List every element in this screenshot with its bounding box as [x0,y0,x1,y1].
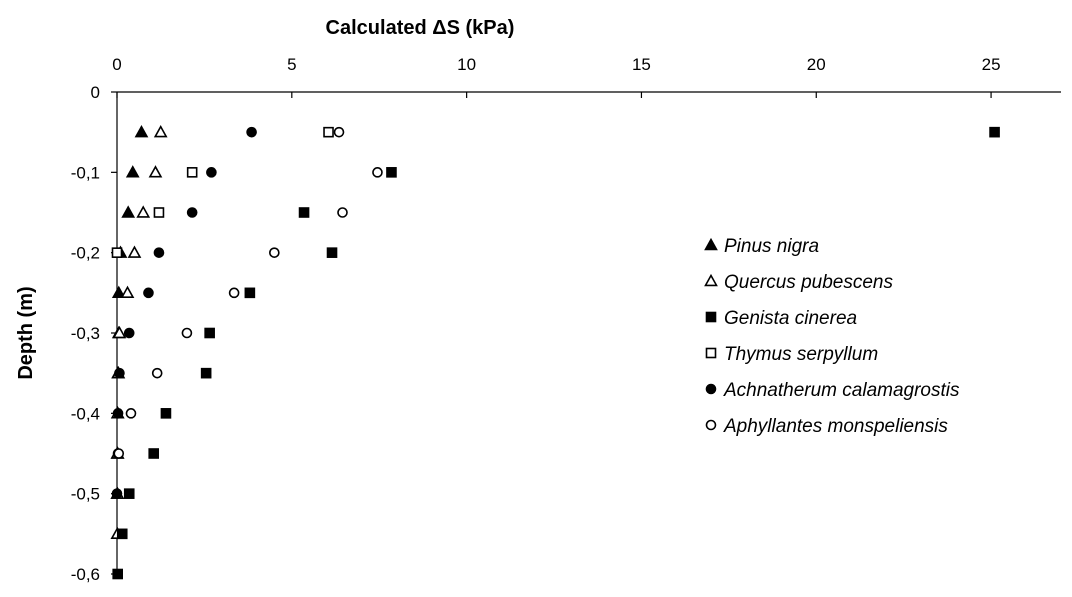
legend-item: Quercus pubescens [704,272,893,293]
legend: Pinus nigra Quercus pubescens Genista cine… [704,236,960,437]
legend-item: Thymus serpyllum [705,344,878,365]
data-point [111,285,126,299]
data-point [204,327,215,339]
data-point [228,287,240,299]
data-point [246,126,257,138]
series-quercus-pubescens [110,125,168,540]
data-point [111,488,123,499]
data-point [153,125,168,138]
x-tick-label: 5 [287,55,296,74]
data-point [125,165,140,178]
legend-item: Genista cinerea [705,308,857,329]
data-point [206,167,217,178]
legend-label: Genista cinerea [724,308,857,329]
data-point [125,408,137,419]
y-tick-label: -0,1 [71,163,100,182]
y-axis: 0 -0,1 -0,2 -0,3 -0,4 -0,5 -0,6 Depth (m) [15,83,118,584]
y-tick-label: 0 [91,83,100,102]
x-ticks: 0 5 10 15 20 25 [112,55,1001,98]
data-point [143,287,154,299]
data-point [114,367,125,379]
y-tick-label: -0,3 [71,324,100,343]
legend-label: Aphyllantes monspeliensis [723,416,948,437]
legend-marker [705,311,717,323]
y-tick-label: -0,5 [71,485,100,504]
data-point [153,207,165,218]
data-point [136,205,151,218]
data-point [151,367,163,379]
data-point [112,568,123,580]
data-point [121,205,136,218]
y-axis-title: Depth (m) [15,286,37,379]
data-point [160,408,172,419]
data-point [116,528,128,540]
y-tick-label: -0,6 [71,565,100,584]
data-point [326,247,338,258]
y-tick-label: -0,2 [71,244,100,263]
series-achnatherum-calamagrostis [111,126,257,499]
legend-label: Pinus nigra [724,236,819,257]
x-axis: 0 5 10 15 20 25 Calculated ΔS (kPa) [112,17,1061,98]
x-tick-label: 0 [112,55,121,74]
series-genista-cinerea [112,126,1000,580]
data-point [372,167,383,178]
x-tick-label: 20 [807,55,826,74]
data-point [113,448,125,459]
data-point [323,126,334,138]
data-point [111,247,123,258]
data-point [127,245,142,258]
data-point [134,125,149,138]
data-point [186,207,198,218]
data-point [148,165,163,178]
data-point [112,325,127,339]
legend-label: Thymus serpyllum [724,344,878,365]
legend-label: Quercus pubescens [724,272,893,293]
series-thymus-serpyllum [111,126,334,258]
legend-marker [705,419,717,431]
x-tick-label: 10 [457,55,476,74]
data-point [153,247,165,258]
data-point [386,167,397,178]
legend-marker [704,237,718,251]
data-point [120,285,135,299]
legend-item: Achnatherum calamagrostis [705,380,960,401]
data-point [333,126,345,138]
legend-marker [705,347,717,359]
data-point [186,167,198,178]
data-point [148,448,160,459]
data-point [123,327,135,339]
y-tick-label: -0,4 [71,404,100,423]
x-tick-label: 15 [632,55,651,74]
data-point [269,247,280,258]
legend-item: Pinus nigra [704,236,819,257]
series-aphyllantes-monspeliensis [113,126,383,459]
legend-item: Aphyllantes monspeliensis [705,416,948,437]
data-point [181,327,193,339]
y-ticks: 0 -0,1 -0,2 -0,3 -0,4 -0,5 -0,6 [71,83,117,584]
data-points [110,125,1000,580]
x-tick-label: 25 [982,55,1001,74]
data-point [200,367,212,379]
data-point [298,207,310,218]
legend-marker [705,383,717,395]
data-point [112,408,124,419]
data-point [337,207,348,218]
data-point [123,488,135,499]
data-point [244,287,256,299]
x-axis-title: Calculated ΔS (kPa) [326,17,515,39]
legend-marker [704,273,718,287]
legend-label: Achnatherum calamagrostis [723,380,960,401]
data-point [989,126,1000,138]
